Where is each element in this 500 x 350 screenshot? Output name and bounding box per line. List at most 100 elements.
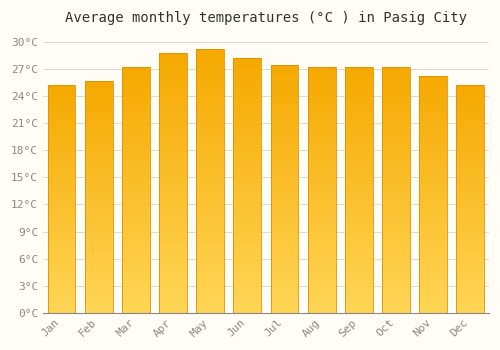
Bar xyxy=(122,234,150,236)
Bar xyxy=(85,146,112,148)
Bar xyxy=(456,167,484,169)
Bar xyxy=(456,301,484,303)
Bar xyxy=(122,106,150,108)
Bar xyxy=(234,300,262,302)
Bar xyxy=(196,126,224,128)
Bar xyxy=(234,116,262,119)
Bar xyxy=(159,157,187,160)
Bar xyxy=(308,143,336,145)
Bar xyxy=(159,224,187,227)
Bar xyxy=(270,124,298,127)
Bar xyxy=(456,276,484,279)
Bar xyxy=(308,99,336,101)
Bar xyxy=(345,303,373,305)
Bar xyxy=(270,94,298,97)
Bar xyxy=(85,136,112,139)
Bar xyxy=(456,85,484,87)
Bar xyxy=(85,130,112,132)
Bar xyxy=(419,294,447,296)
Bar xyxy=(196,139,224,141)
Bar xyxy=(308,116,336,118)
Bar xyxy=(345,261,373,264)
Bar xyxy=(48,285,76,288)
Bar xyxy=(270,221,298,223)
Bar xyxy=(270,263,298,266)
Bar xyxy=(419,299,447,301)
Bar xyxy=(159,222,187,224)
Bar xyxy=(122,276,150,278)
Bar xyxy=(419,161,447,163)
Bar xyxy=(234,295,262,298)
Bar xyxy=(85,109,112,111)
Bar xyxy=(196,131,224,134)
Bar xyxy=(345,175,373,177)
Bar xyxy=(270,278,298,280)
Bar xyxy=(308,94,336,96)
Bar xyxy=(419,154,447,156)
Bar xyxy=(234,292,262,295)
Bar xyxy=(48,111,76,113)
Bar xyxy=(419,275,447,277)
Bar xyxy=(234,190,262,193)
Bar xyxy=(196,252,224,255)
Bar xyxy=(382,212,410,214)
Bar xyxy=(85,273,112,275)
Bar xyxy=(122,143,150,145)
Bar xyxy=(234,229,262,231)
Bar xyxy=(308,286,336,288)
Bar xyxy=(85,262,112,264)
Bar xyxy=(382,217,410,219)
Bar xyxy=(456,178,484,180)
Bar xyxy=(419,277,447,279)
Bar xyxy=(345,101,373,104)
Bar xyxy=(419,310,447,313)
Bar xyxy=(345,106,373,108)
Bar xyxy=(48,265,76,267)
Bar xyxy=(270,253,298,255)
Bar xyxy=(234,63,262,65)
Bar xyxy=(456,215,484,217)
Bar xyxy=(48,254,76,256)
Bar xyxy=(159,53,187,56)
Bar xyxy=(270,132,298,134)
Bar xyxy=(159,289,187,292)
Bar xyxy=(382,199,410,202)
Bar xyxy=(382,295,410,298)
Bar xyxy=(345,241,373,244)
Bar xyxy=(456,217,484,219)
Bar xyxy=(456,226,484,228)
Bar xyxy=(85,141,112,144)
Bar xyxy=(308,133,336,135)
Bar xyxy=(382,251,410,254)
Bar xyxy=(419,121,447,123)
Bar xyxy=(122,101,150,104)
Bar xyxy=(48,267,76,270)
Bar xyxy=(85,238,112,241)
Bar xyxy=(85,296,112,299)
Bar xyxy=(48,306,76,308)
Bar xyxy=(196,271,224,273)
Bar xyxy=(85,241,112,243)
Bar xyxy=(419,237,447,239)
Bar xyxy=(48,147,76,149)
Bar xyxy=(85,236,112,238)
Bar xyxy=(85,299,112,301)
Bar xyxy=(382,286,410,288)
Bar xyxy=(234,78,262,80)
Bar xyxy=(196,170,224,173)
Bar xyxy=(159,300,187,302)
Bar xyxy=(270,129,298,132)
Bar xyxy=(382,224,410,226)
Bar xyxy=(234,211,262,213)
Bar xyxy=(196,52,224,55)
Bar xyxy=(122,231,150,234)
Bar xyxy=(345,135,373,138)
Bar xyxy=(308,104,336,106)
Bar xyxy=(419,102,447,104)
Bar xyxy=(270,288,298,290)
Bar xyxy=(382,207,410,209)
Bar xyxy=(159,110,187,113)
Bar xyxy=(345,89,373,91)
Bar xyxy=(308,229,336,231)
Bar xyxy=(382,126,410,128)
